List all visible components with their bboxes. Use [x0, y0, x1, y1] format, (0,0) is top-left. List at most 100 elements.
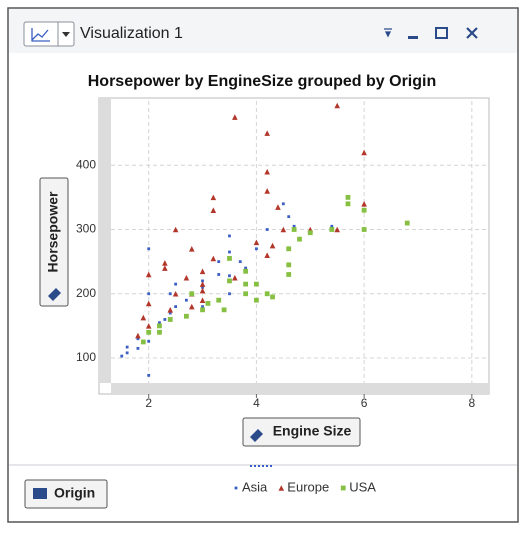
- x-axis-button[interactable]: [242, 417, 361, 447]
- point: [404, 220, 410, 226]
- chart-type-menu[interactable]: [23, 21, 75, 47]
- horizontal-scrollbar[interactable]: [111, 383, 489, 394]
- point: [286, 272, 292, 277]
- point: [201, 285, 204, 289]
- point: [136, 337, 140, 341]
- point: [264, 168, 270, 175]
- point: [216, 297, 222, 303]
- point: [200, 307, 205, 313]
- legend-marker: [234, 486, 238, 490]
- point: [168, 292, 172, 296]
- point: [264, 188, 270, 194]
- measure-icon: [48, 288, 61, 301]
- point: [264, 130, 270, 136]
- point: [255, 247, 258, 251]
- window-title: Visualization 1: [80, 25, 183, 42]
- y-tick-label: 400: [76, 157, 96, 171]
- legend-label: Europe: [287, 479, 329, 494]
- point: [286, 246, 292, 252]
- point: [264, 291, 270, 297]
- point: [210, 194, 217, 201]
- point: [232, 114, 238, 120]
- point: [136, 346, 140, 350]
- point: [286, 262, 292, 268]
- point: [269, 242, 276, 249]
- point: [135, 332, 141, 339]
- category-icon: [33, 488, 47, 499]
- point: [265, 228, 269, 231]
- point: [254, 281, 259, 287]
- point: [162, 260, 168, 266]
- point: [158, 321, 161, 325]
- point: [168, 311, 172, 315]
- point: [264, 252, 270, 259]
- vertical-scrollbar[interactable]: [99, 98, 111, 383]
- point: [201, 279, 204, 283]
- legend-title: Origin: [54, 485, 95, 501]
- point: [210, 255, 217, 262]
- point: [270, 294, 275, 300]
- close-button[interactable]: [466, 27, 478, 39]
- y-axis-button[interactable]: [39, 177, 69, 307]
- point: [140, 314, 147, 321]
- point: [243, 268, 249, 274]
- point: [199, 268, 206, 275]
- point: [189, 291, 195, 297]
- point: [163, 318, 167, 321]
- point: [345, 201, 351, 207]
- minimize-button[interactable]: [408, 36, 418, 39]
- point: [227, 278, 232, 284]
- point: [210, 207, 217, 214]
- point: [147, 247, 151, 251]
- maximize-button[interactable]: [435, 27, 448, 39]
- point: [330, 224, 334, 228]
- point: [334, 102, 340, 109]
- point: [147, 339, 151, 343]
- point: [244, 266, 248, 270]
- point: [183, 274, 190, 281]
- point: [147, 373, 151, 377]
- point: [157, 323, 162, 329]
- point: [205, 300, 211, 306]
- point: [329, 227, 335, 232]
- point: [228, 292, 231, 296]
- pin-button[interactable]: [384, 28, 392, 38]
- point: [361, 201, 367, 207]
- point: [254, 297, 259, 303]
- y-axis-label: Horsepower: [45, 191, 61, 272]
- point: [275, 204, 281, 210]
- legend-marker: [278, 485, 285, 491]
- point: [184, 313, 189, 319]
- point: [243, 291, 249, 297]
- point: [345, 194, 351, 200]
- title-bar: [9, 9, 517, 53]
- point: [292, 224, 296, 228]
- point: [221, 307, 227, 313]
- point: [217, 273, 221, 276]
- point: [146, 329, 152, 335]
- chart-title: Horsepower by EngineSize grouped by Orig…: [88, 73, 437, 90]
- legend-marker: [340, 485, 346, 491]
- point: [281, 202, 285, 206]
- legend-button[interactable]: [24, 479, 108, 509]
- point: [291, 227, 297, 232]
- measure-icon: [250, 429, 263, 442]
- point: [125, 345, 129, 349]
- y-tick-label: 200: [76, 286, 96, 300]
- x-tick-label: 2: [145, 396, 152, 410]
- plot-area: [98, 97, 490, 395]
- point: [120, 354, 124, 358]
- legend-label: USA: [349, 479, 376, 494]
- point: [145, 323, 152, 329]
- point: [172, 290, 179, 297]
- x-tick-label: 4: [253, 396, 260, 410]
- point: [172, 226, 179, 233]
- y-tick-label: 100: [76, 350, 96, 364]
- chart-icon: [31, 28, 50, 42]
- point: [227, 256, 232, 261]
- point: [199, 297, 206, 303]
- point: [147, 292, 151, 296]
- point: [253, 239, 260, 246]
- y-tick-label: 300: [76, 222, 96, 236]
